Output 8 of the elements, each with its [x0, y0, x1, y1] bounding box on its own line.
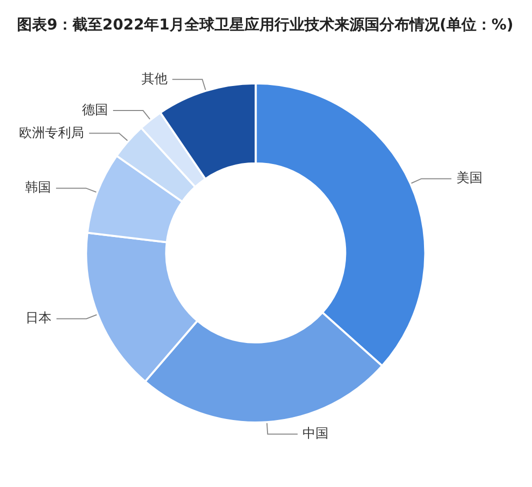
slice-label: 欧洲专利局 — [19, 126, 84, 141]
chart-title: 图表9：截至2022年1月全球卫星应用行业技术来源国分布情况(单位：%) — [17, 16, 514, 34]
slice-label: 美国 — [456, 170, 482, 186]
slice-label: 中国 — [302, 426, 329, 442]
slice-label: 韩国 — [25, 180, 52, 196]
slice-label: 其他 — [141, 72, 168, 87]
slice-label: 日本 — [25, 311, 52, 326]
slice-label: 德国 — [82, 103, 108, 118]
